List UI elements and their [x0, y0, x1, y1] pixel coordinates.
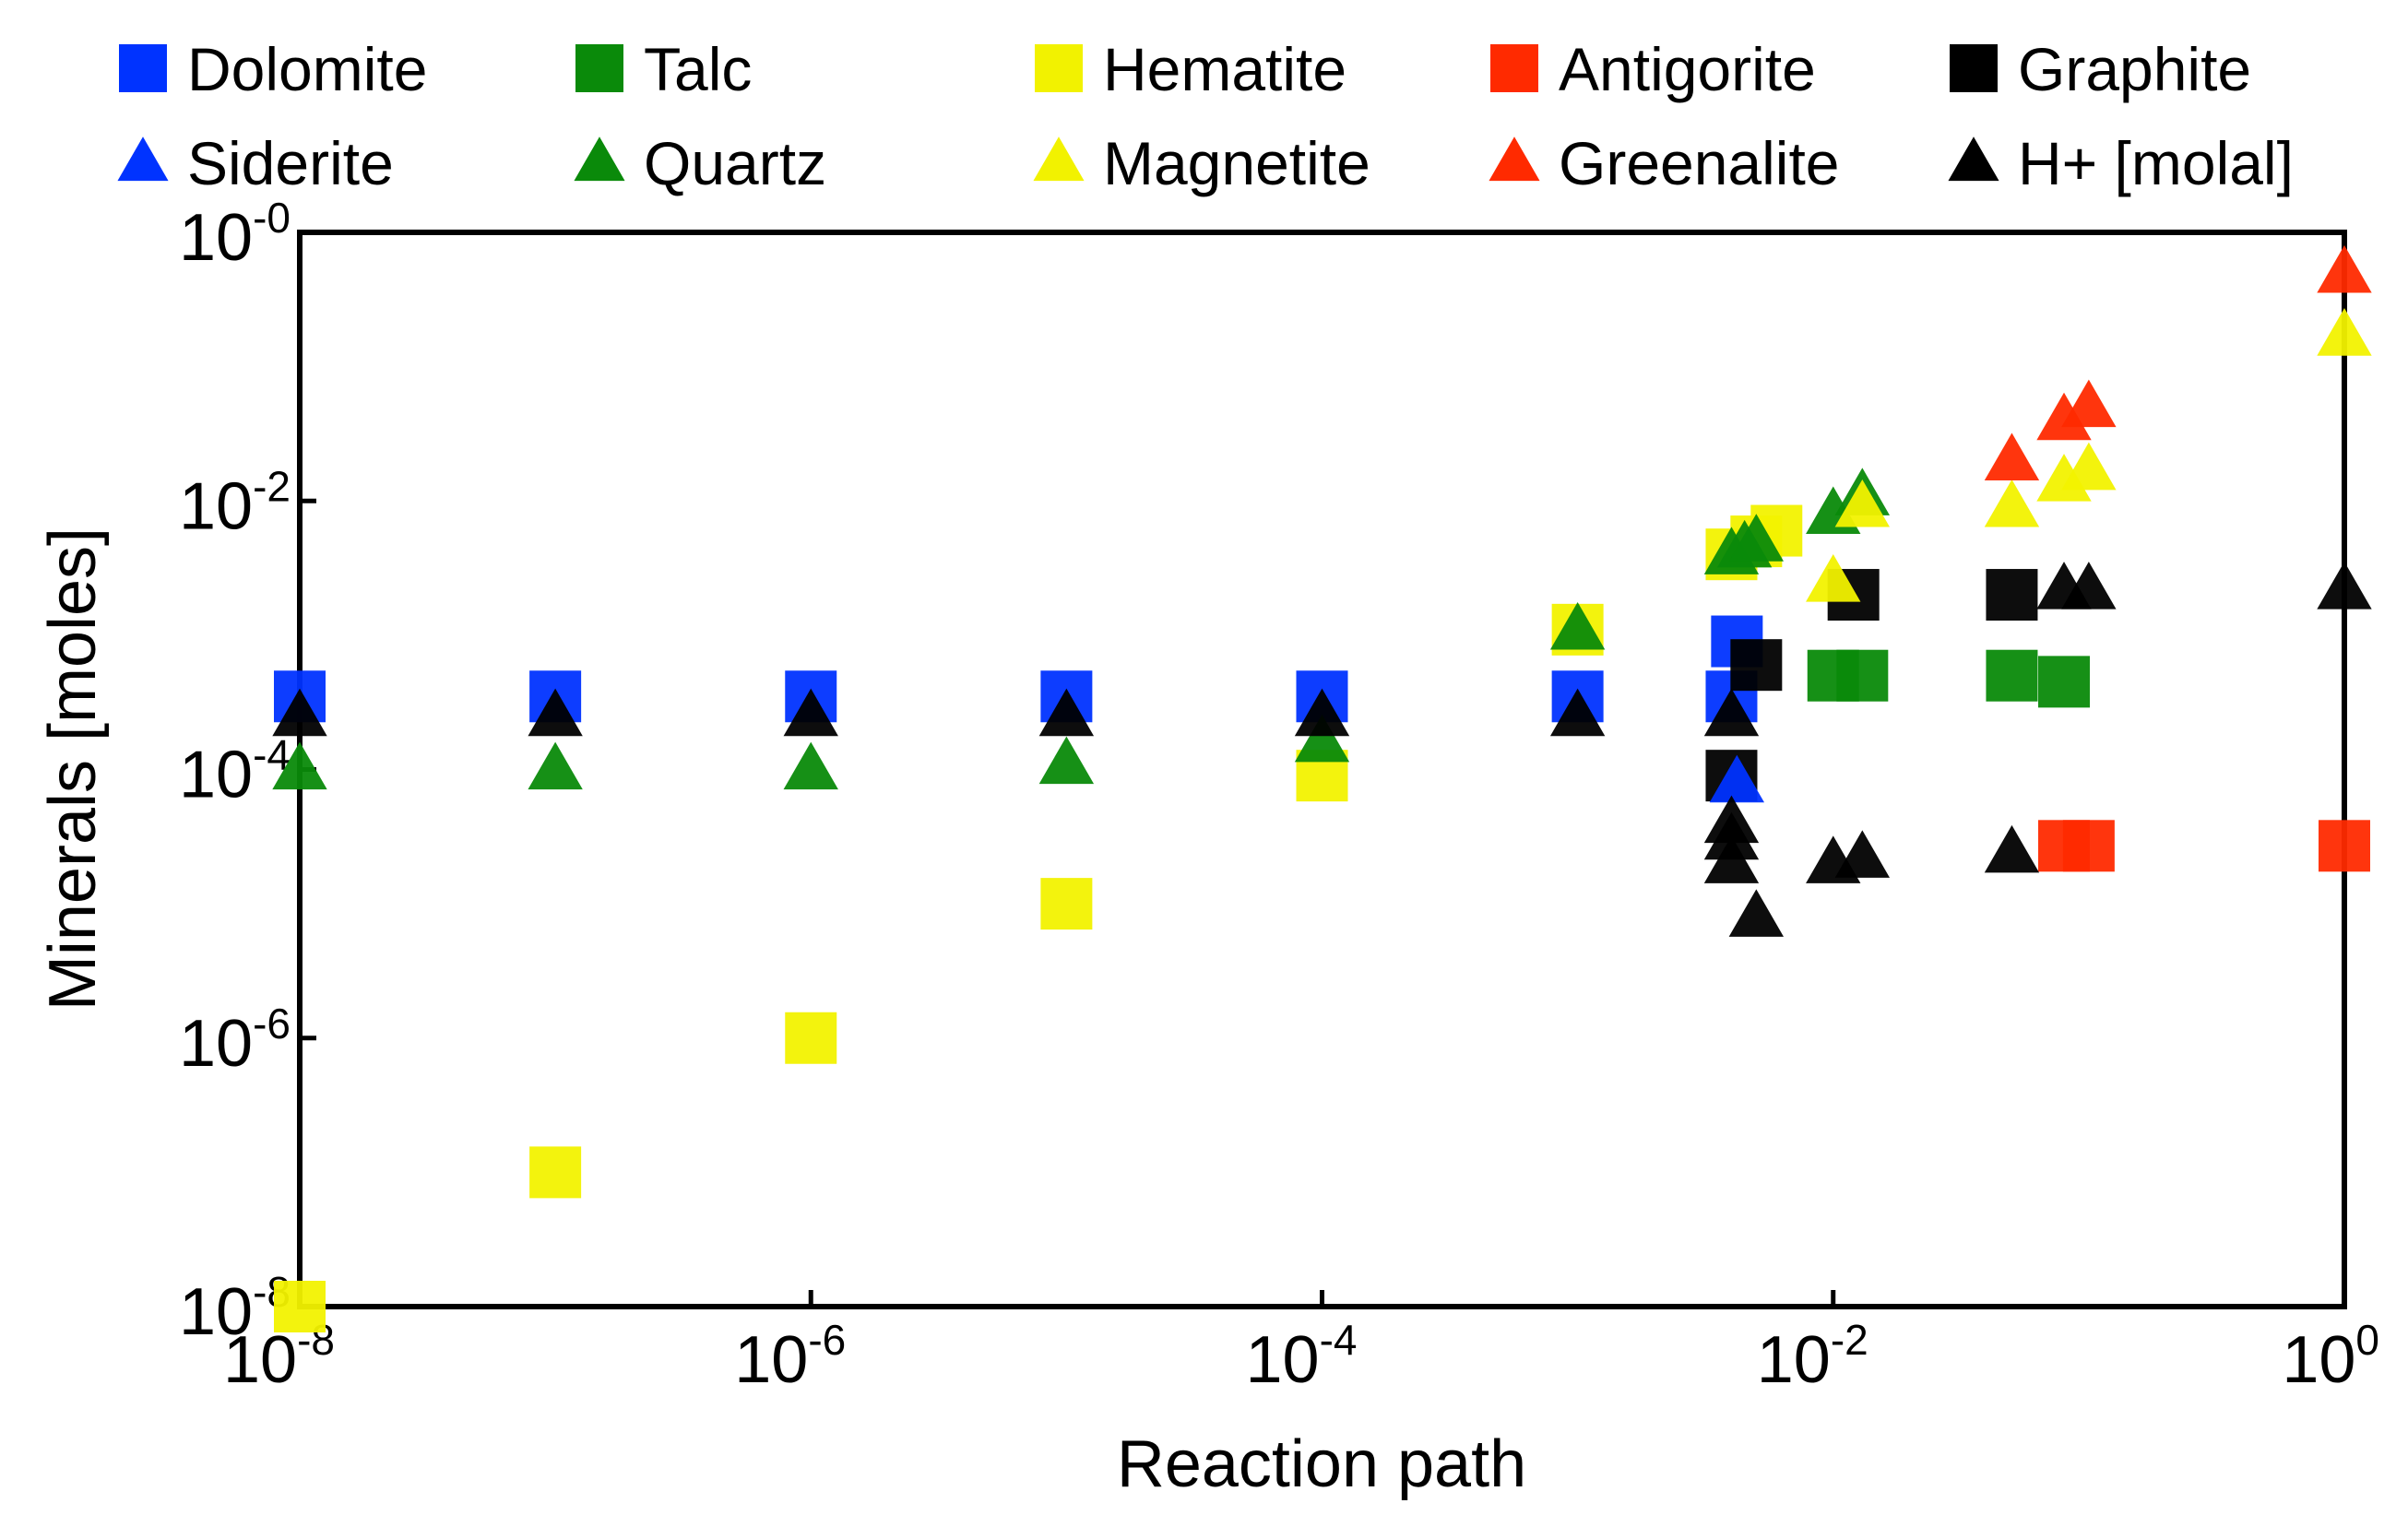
x-axis-label: Reaction path — [1117, 1427, 1526, 1501]
data-point-graphite — [1986, 569, 2038, 621]
y-tick-label: 10-0 — [179, 194, 291, 275]
data-point-greenalite — [1984, 432, 2040, 481]
legend-h-molal-triangle-icon — [1948, 136, 1999, 182]
data-point-magnetite — [1834, 479, 1891, 527]
data-point-siderite — [1709, 754, 1765, 803]
legend-label-talc: Talc — [644, 35, 752, 103]
legend-label-antigorite: Antigorite — [1559, 35, 1816, 103]
legend-graphite-square-icon — [1950, 44, 1998, 92]
data-point-hematite — [785, 1012, 837, 1064]
data-point-magnetite — [1806, 554, 1861, 602]
data-point-quartz — [1294, 714, 1350, 763]
data-point-h-molal — [1984, 824, 2040, 873]
legend-hematite-square-icon — [1035, 44, 1083, 92]
data-point-h-molal — [2317, 562, 2372, 610]
data-point-h-molal — [1728, 889, 1785, 937]
data-point-hematite — [529, 1146, 582, 1199]
legend-siderite-triangle-icon — [117, 136, 169, 182]
legend-label-graphite: Graphite — [2018, 35, 2251, 103]
legend-label-h-molal: H+ [molal] — [2018, 129, 2294, 197]
legend: Dolomite Talc Hematite Antigorite Graphite Si… — [117, 35, 2294, 197]
data-point-h-molal — [1834, 830, 1891, 878]
data-point-hematite — [1040, 878, 1093, 930]
data-point-greenalite — [2317, 244, 2372, 293]
legend-dolomite-square-icon — [119, 44, 167, 92]
data-point-h-molal — [783, 688, 838, 737]
data-point-quartz — [1038, 736, 1095, 785]
data-point-h-molal — [1703, 688, 1760, 737]
data-point-h-molal — [528, 688, 583, 737]
data-point-antigorite — [2319, 820, 2370, 872]
data-point-greenalite — [2036, 392, 2092, 441]
data-point-quartz — [528, 741, 583, 790]
legend-label-quartz: Quartz — [644, 129, 826, 197]
data-point-magnetite — [2317, 308, 2372, 356]
x-tick-label: 100 — [2282, 1316, 2379, 1397]
data-point-magnetite — [2061, 442, 2117, 491]
legend-label-dolomite: Dolomite — [187, 35, 427, 103]
legend-label-greenalite: Greenalite — [1559, 129, 1840, 197]
x-tick-label: 10-2 — [1757, 1316, 1868, 1397]
data-point-quartz — [272, 741, 327, 790]
data-markers — [272, 244, 2372, 1332]
data-point-h-molal — [1294, 688, 1350, 737]
legend-talc-square-icon — [575, 44, 623, 92]
x-tick-label: 10-4 — [1246, 1316, 1358, 1397]
data-point-quartz — [1728, 514, 1785, 562]
data-point-magnetite — [1984, 479, 2040, 527]
legend-greenalite-triangle-icon — [1489, 136, 1540, 182]
data-point-graphite — [1730, 639, 1783, 692]
data-point-talc — [1836, 649, 1889, 702]
legend-label-magnetite: Magnetite — [1103, 129, 1370, 197]
legend-label-siderite: Siderite — [187, 129, 394, 197]
y-tick-label: 10-6 — [179, 1000, 291, 1081]
data-point-h-molal — [272, 688, 327, 737]
data-point-h-molal — [1038, 688, 1095, 737]
data-point-quartz — [783, 741, 838, 790]
data-point-antigorite — [2062, 820, 2115, 872]
legend-antigorite-square-icon — [1490, 44, 1538, 92]
data-point-hematite — [274, 1281, 326, 1332]
data-point-h-molal — [1703, 835, 1760, 883]
data-point-h-molal — [1549, 688, 1606, 737]
data-point-greenalite — [2061, 379, 2117, 428]
data-point-h-molal — [2061, 562, 2117, 610]
y-tick-label: 10-2 — [179, 462, 291, 543]
data-point-talc — [1986, 649, 2038, 702]
x-tick-label: 10-6 — [734, 1316, 846, 1397]
y-axis-label: Minerals [moles] — [36, 527, 110, 1011]
legend-label-hematite: Hematite — [1103, 35, 1346, 103]
legend-magnetite-triangle-icon — [1033, 136, 1085, 182]
y-tick-label: 10-4 — [179, 731, 291, 812]
data-point-talc — [2038, 656, 2091, 708]
data-point-quartz — [1549, 601, 1606, 650]
legend-quartz-triangle-icon — [574, 136, 625, 182]
